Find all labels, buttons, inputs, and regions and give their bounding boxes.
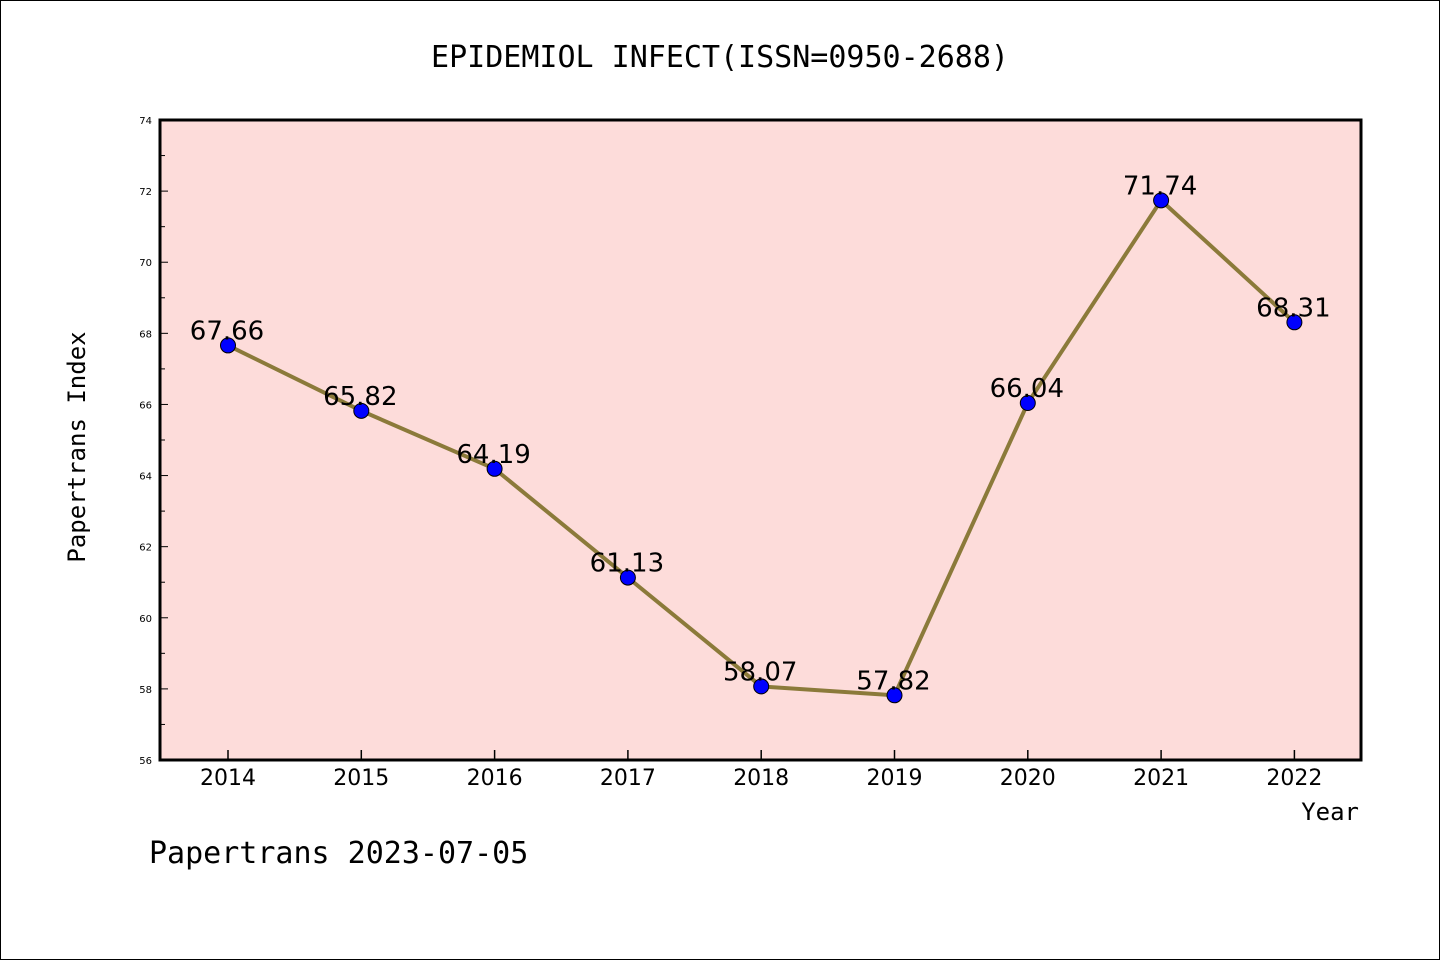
data-point	[353, 402, 370, 419]
data-label: 61.13	[590, 549, 664, 579]
data-label: 58.07	[723, 657, 797, 687]
data-labels: 67.66 65.82 64.19 61.13 58.07 57.82 66.04 71.74…	[190, 171, 1331, 696]
data-label: 65.82	[323, 382, 397, 412]
y-tick-label: 72	[139, 187, 152, 198]
footer-text: Papertrans 2023-07-05	[149, 836, 528, 871]
y-tick-label: 60	[139, 614, 152, 625]
plot-area	[160, 120, 1361, 760]
data-label: 71.74	[1123, 171, 1197, 201]
x-tick-label: 2018	[733, 766, 789, 791]
y-tick-label: 58	[139, 685, 152, 696]
data-label: 64.19	[456, 440, 530, 470]
x-axis: 2014 2015 2016 2017 2018 2019 2020 2021 2022	[200, 750, 1322, 791]
data-point	[1286, 314, 1303, 331]
data-label: 57.82	[856, 666, 930, 696]
data-point	[220, 337, 236, 354]
series-line	[220, 192, 1303, 704]
y-tick-label: 64	[139, 472, 152, 483]
data-point	[619, 569, 636, 586]
x-tick-label: 2017	[600, 766, 656, 791]
data-point	[753, 678, 770, 695]
x-tick-label: 2022	[1266, 766, 1322, 791]
y-tick-label: 70	[139, 258, 152, 269]
x-tick-label: 2020	[1000, 766, 1056, 791]
data-point	[486, 460, 503, 477]
y-tick-label: 74	[139, 116, 152, 127]
y-tick-label: 62	[139, 543, 152, 554]
data-point	[886, 687, 903, 704]
data-label: 66.04	[990, 374, 1064, 404]
x-tick-label: 2021	[1133, 766, 1189, 791]
chart-title: EPIDEMIOL INFECT(ISSN=0950-2688)	[431, 40, 1009, 75]
x-tick-label: 2015	[333, 766, 389, 791]
data-label: 68.31	[1256, 293, 1330, 323]
x-tick-label: 2019	[867, 766, 923, 791]
y-axis-label: Papertrans Index	[63, 331, 91, 562]
data-point	[1153, 192, 1170, 209]
x-tick-label: 2014	[200, 766, 256, 791]
x-tick-label: 2016	[467, 766, 523, 791]
y-tick-label: 56	[139, 756, 152, 767]
y-tick-label: 68	[139, 329, 152, 340]
y-tick-label: 66	[139, 400, 152, 411]
data-label: 67.66	[190, 316, 264, 346]
data-point	[1019, 395, 1036, 412]
x-axis-label: Year	[1301, 798, 1359, 826]
plot-border	[158, 118, 1363, 762]
